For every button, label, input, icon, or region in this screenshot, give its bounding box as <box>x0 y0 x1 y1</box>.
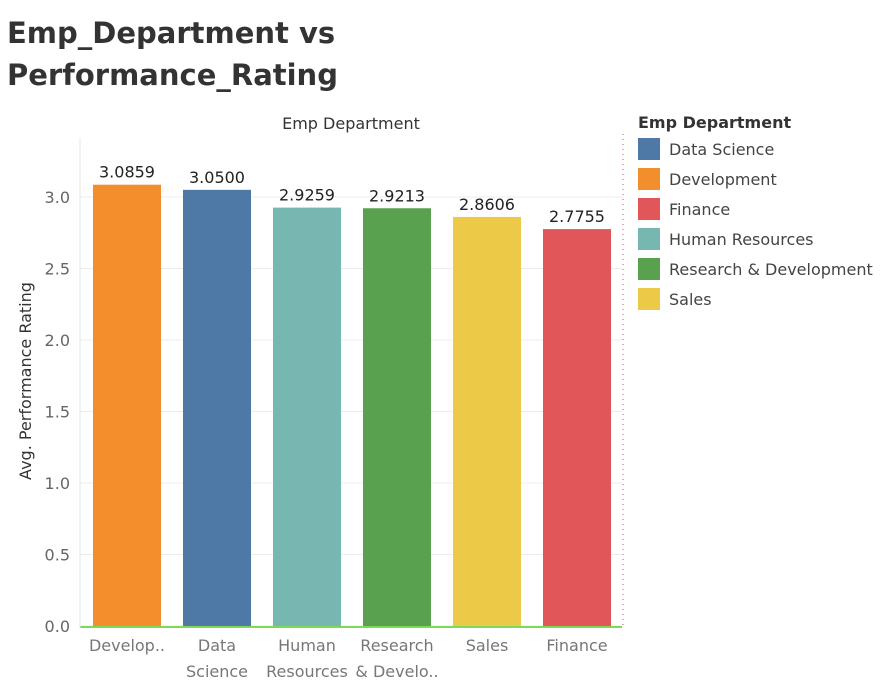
legend: Emp Department Data Science Development Fi… <box>638 112 886 314</box>
data-label: 3.0500 <box>189 168 245 187</box>
data-label: 2.9259 <box>279 186 335 205</box>
legend-swatch <box>638 138 660 160</box>
legend-swatch <box>638 198 660 220</box>
legend-swatch <box>638 168 660 190</box>
legend-item[interactable]: Sales <box>638 284 886 314</box>
legend-label: Development <box>669 169 777 189</box>
legend-label: Data Science <box>669 139 775 159</box>
bar-5 <box>453 216 521 626</box>
legend-swatch <box>638 228 660 250</box>
x-tick-label: Science <box>186 662 248 681</box>
y-tick-label: 2.5 <box>45 260 70 279</box>
y-tick-label: 1.5 <box>45 403 70 422</box>
legend-items: Data Science Development Finance Human Reso… <box>638 134 886 314</box>
y-axis-title: Avg. Performance Rating <box>16 282 35 480</box>
legend-swatch <box>638 258 660 280</box>
x-tick-label: Develop.. <box>89 636 165 655</box>
legend-item[interactable]: Development <box>638 164 886 194</box>
y-tick-label: 0.5 <box>45 546 70 565</box>
x-tick-label: Finance <box>546 636 607 655</box>
legend-item[interactable]: Data Science <box>638 134 886 164</box>
bar-1 <box>93 184 161 626</box>
data-label: 2.9213 <box>369 186 425 205</box>
y-tick-label: 0.0 <box>45 617 70 636</box>
legend-swatch <box>638 288 660 310</box>
legend-label: Sales <box>669 289 712 309</box>
legend-item[interactable]: Human Resources <box>638 224 886 254</box>
legend-label: Finance <box>669 199 731 219</box>
x-tick-label: Human <box>278 636 336 655</box>
y-tick-label: 2.0 <box>45 331 70 350</box>
y-tick-label: 3.0 <box>45 188 70 207</box>
y-tick-label: 1.0 <box>45 474 70 493</box>
legend-label: Research & Development <box>669 259 873 279</box>
legend-item[interactable]: Finance <box>638 194 886 224</box>
legend-item[interactable]: Research & Development <box>638 254 886 284</box>
data-label: 3.0859 <box>99 163 155 182</box>
data-label: 2.7755 <box>549 207 605 226</box>
legend-label: Human Resources <box>669 229 814 249</box>
bar-4 <box>363 208 431 627</box>
column-header: Emp Department <box>282 114 420 133</box>
x-tick-label: Research <box>360 636 433 655</box>
x-tick-label: Sales <box>466 636 509 655</box>
x-tick-label: Data <box>198 636 236 655</box>
bar-3 <box>273 207 341 626</box>
bar-6 <box>543 229 611 626</box>
x-tick-label: Resources <box>266 662 348 681</box>
x-tick-label: & Develo.. <box>355 662 438 681</box>
bar-2 <box>183 189 251 626</box>
data-label: 2.8606 <box>459 195 515 214</box>
legend-title: Emp Department <box>638 113 792 132</box>
chart-title: Emp_Department vs Performance_Rating <box>7 16 338 92</box>
